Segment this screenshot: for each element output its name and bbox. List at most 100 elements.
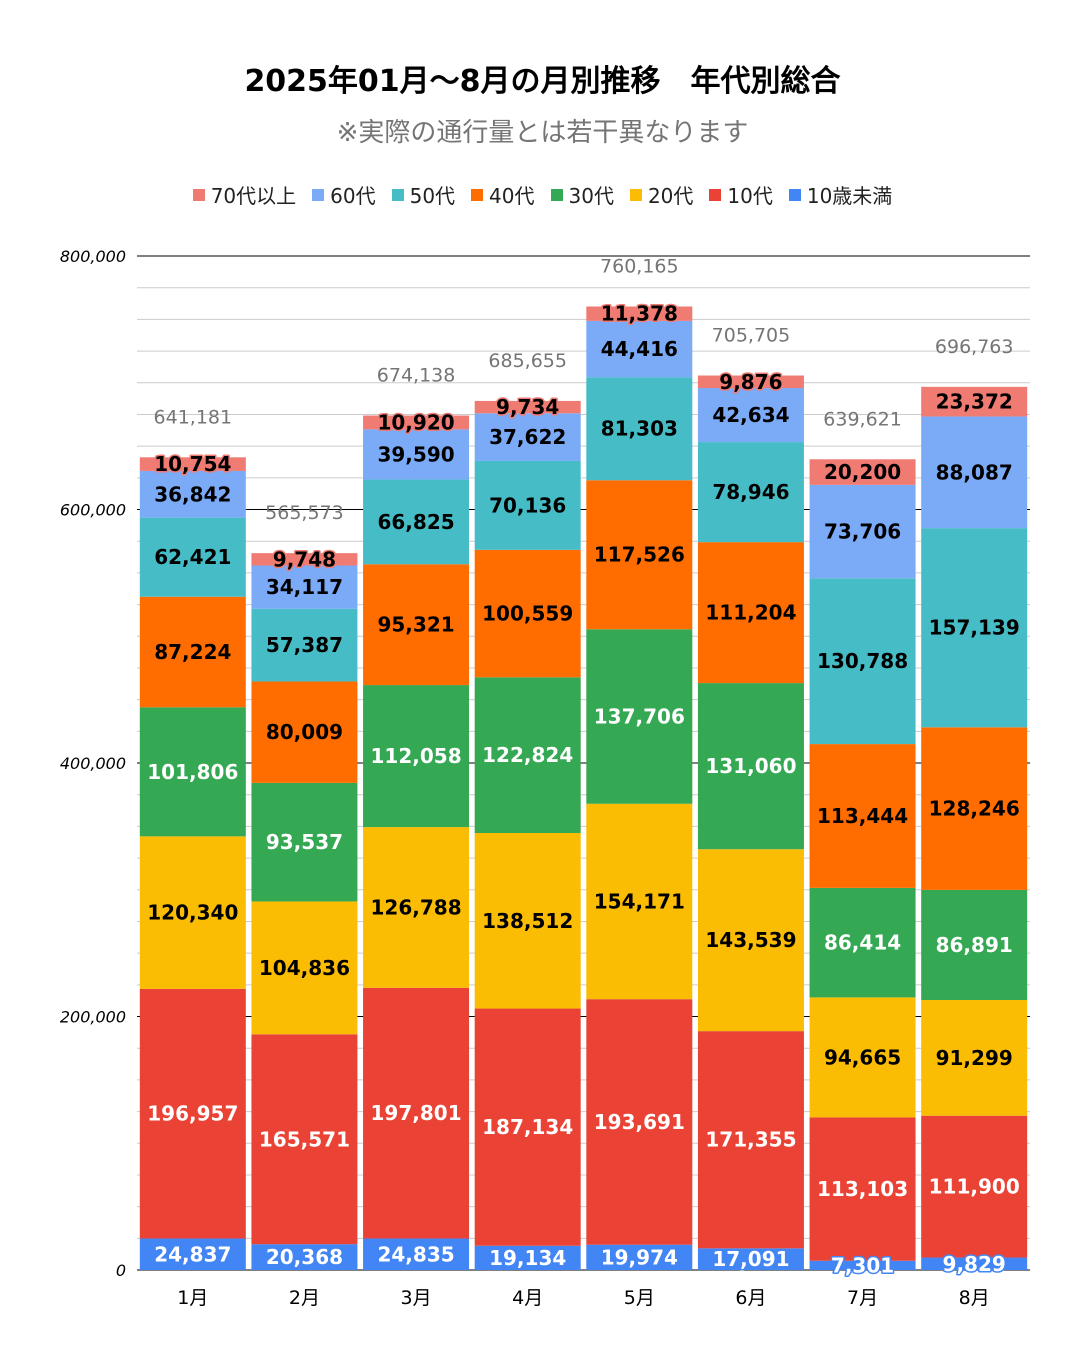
data-label: 73,706 bbox=[824, 520, 901, 544]
data-label: 128,246 bbox=[929, 797, 1020, 821]
x-tick-label: 6月 bbox=[735, 1287, 766, 1309]
data-label: 42,634 bbox=[712, 403, 789, 427]
bar-segment bbox=[586, 480, 693, 630]
bar-segment bbox=[363, 1238, 470, 1270]
total-label: 685,655 bbox=[488, 350, 567, 372]
y-tick-label: 400,000 bbox=[60, 754, 126, 773]
bar-segment bbox=[809, 1260, 916, 1270]
y-tick-label: 600,000 bbox=[60, 501, 126, 520]
total-label: 674,138 bbox=[377, 365, 456, 387]
bar-segment bbox=[474, 413, 581, 461]
legend-label: 60代 bbox=[330, 184, 376, 208]
legend-swatch bbox=[550, 188, 563, 201]
data-label: 44,416 bbox=[601, 337, 678, 361]
legend-swatch bbox=[391, 188, 404, 201]
data-label: 113,103 bbox=[817, 1177, 908, 1201]
data-label: 122,824 bbox=[482, 743, 573, 767]
legend-label: 20代 bbox=[647, 184, 694, 208]
data-labels: 24,837 196,957 120,340 101,806 87,224 62,421 3… bbox=[146, 300, 1021, 1279]
data-label: 39,590 bbox=[377, 442, 454, 466]
total-label: 641,181 bbox=[154, 406, 233, 428]
x-tick-label: 5月 bbox=[624, 1287, 655, 1309]
total-labels: 641,181 565,573 674,138 685,655 760,165 705,7… bbox=[154, 255, 1014, 524]
data-label: 86,414 bbox=[824, 931, 901, 955]
data-label: 171,355 bbox=[705, 1128, 796, 1152]
bar-segment bbox=[586, 629, 693, 804]
y-tick-label: 0 bbox=[116, 1261, 126, 1280]
bar-segment bbox=[697, 1031, 804, 1249]
bar-segment bbox=[474, 400, 581, 414]
legend-label: 10歳未満 bbox=[806, 184, 893, 208]
bar-segment bbox=[697, 1248, 804, 1270]
data-label: 104,836 bbox=[259, 956, 350, 980]
legend-label: 70代以上 bbox=[210, 184, 297, 208]
bar-segment bbox=[697, 388, 804, 443]
legend-item: 20代 bbox=[629, 180, 694, 209]
data-label: 10,754 bbox=[154, 452, 231, 476]
bar-segment bbox=[474, 677, 581, 833]
data-label: 111,900 bbox=[929, 1175, 1020, 1199]
total-label: 705,705 bbox=[712, 325, 791, 347]
x-tick-label: 3月 bbox=[401, 1287, 432, 1309]
legend-swatch bbox=[709, 188, 722, 201]
y-tick-label: 200,000 bbox=[60, 1008, 126, 1027]
legend-swatch bbox=[629, 188, 642, 201]
legend-item: 60代 bbox=[312, 180, 376, 209]
data-label: 20,200 bbox=[824, 460, 901, 484]
bar-segment bbox=[921, 1257, 1028, 1270]
data-label: 19,974 bbox=[601, 1245, 678, 1269]
data-label: 196,957 bbox=[147, 1102, 238, 1126]
data-label: 94,665 bbox=[824, 1045, 901, 1069]
bar-segment bbox=[809, 459, 916, 485]
x-tick-label: 1月 bbox=[177, 1287, 208, 1309]
bar-segment bbox=[251, 565, 358, 609]
bar-segment bbox=[586, 803, 693, 1000]
data-label: 19,134 bbox=[489, 1246, 566, 1270]
data-label: 9,734 bbox=[496, 395, 559, 419]
data-label: 111,204 bbox=[705, 601, 796, 625]
bar-segment bbox=[363, 479, 470, 565]
bar-segment bbox=[363, 827, 470, 988]
legend: 70代以上 60代 50代 40代 30代 20代 10代 10歳未満 bbox=[0, 180, 1085, 209]
data-label: 23,372 bbox=[936, 390, 1013, 414]
x-tick-label: 7月 bbox=[847, 1287, 878, 1309]
data-label: 193,691 bbox=[594, 1110, 685, 1134]
bar-segment bbox=[921, 416, 1028, 529]
legend-label: 30代 bbox=[568, 184, 614, 208]
data-label: 126,788 bbox=[371, 895, 462, 919]
data-label: 36,842 bbox=[154, 482, 231, 506]
data-label: 101,806 bbox=[147, 760, 238, 784]
data-label: 113,444 bbox=[817, 804, 908, 828]
legend-item: 40代 bbox=[471, 180, 535, 209]
bar-segment bbox=[139, 596, 246, 708]
data-label: 91,299 bbox=[936, 1046, 1013, 1070]
bar-segment bbox=[809, 997, 916, 1118]
chart-subtitle: ※実際の通行量とは若干異なります bbox=[336, 118, 749, 148]
total-label: 639,621 bbox=[823, 408, 902, 430]
bar-segment bbox=[586, 320, 693, 378]
x-tick-label: 2月 bbox=[289, 1287, 320, 1309]
data-label: 7,301 bbox=[831, 1253, 894, 1277]
data-label: 130,788 bbox=[817, 649, 908, 673]
bar-segment bbox=[363, 685, 470, 828]
bar-segment bbox=[921, 386, 1028, 417]
data-label: 138,512 bbox=[482, 909, 573, 933]
legend-label: 50代 bbox=[409, 184, 456, 208]
bar-segment bbox=[251, 782, 358, 902]
bar-segment bbox=[139, 836, 246, 989]
y-tick-label: 800,000 bbox=[60, 247, 126, 266]
legend-swatch bbox=[788, 188, 801, 201]
legend-item: 70代以上 bbox=[192, 180, 297, 209]
bar-segment bbox=[363, 429, 470, 480]
data-label: 187,134 bbox=[482, 1115, 573, 1139]
bar-segment bbox=[474, 1008, 581, 1246]
total-label: 565,573 bbox=[265, 502, 344, 524]
data-label: 81,303 bbox=[601, 417, 678, 441]
bar-segment bbox=[697, 849, 804, 1032]
bar-segment bbox=[697, 375, 804, 389]
legend-item: 10代 bbox=[709, 180, 773, 209]
x-tick-label: 4月 bbox=[512, 1287, 543, 1309]
bar-segment bbox=[697, 542, 804, 684]
chart-title: 2025年01月～8月の月別推移 年代別総合 bbox=[244, 64, 841, 99]
data-label: 80,009 bbox=[266, 720, 343, 744]
